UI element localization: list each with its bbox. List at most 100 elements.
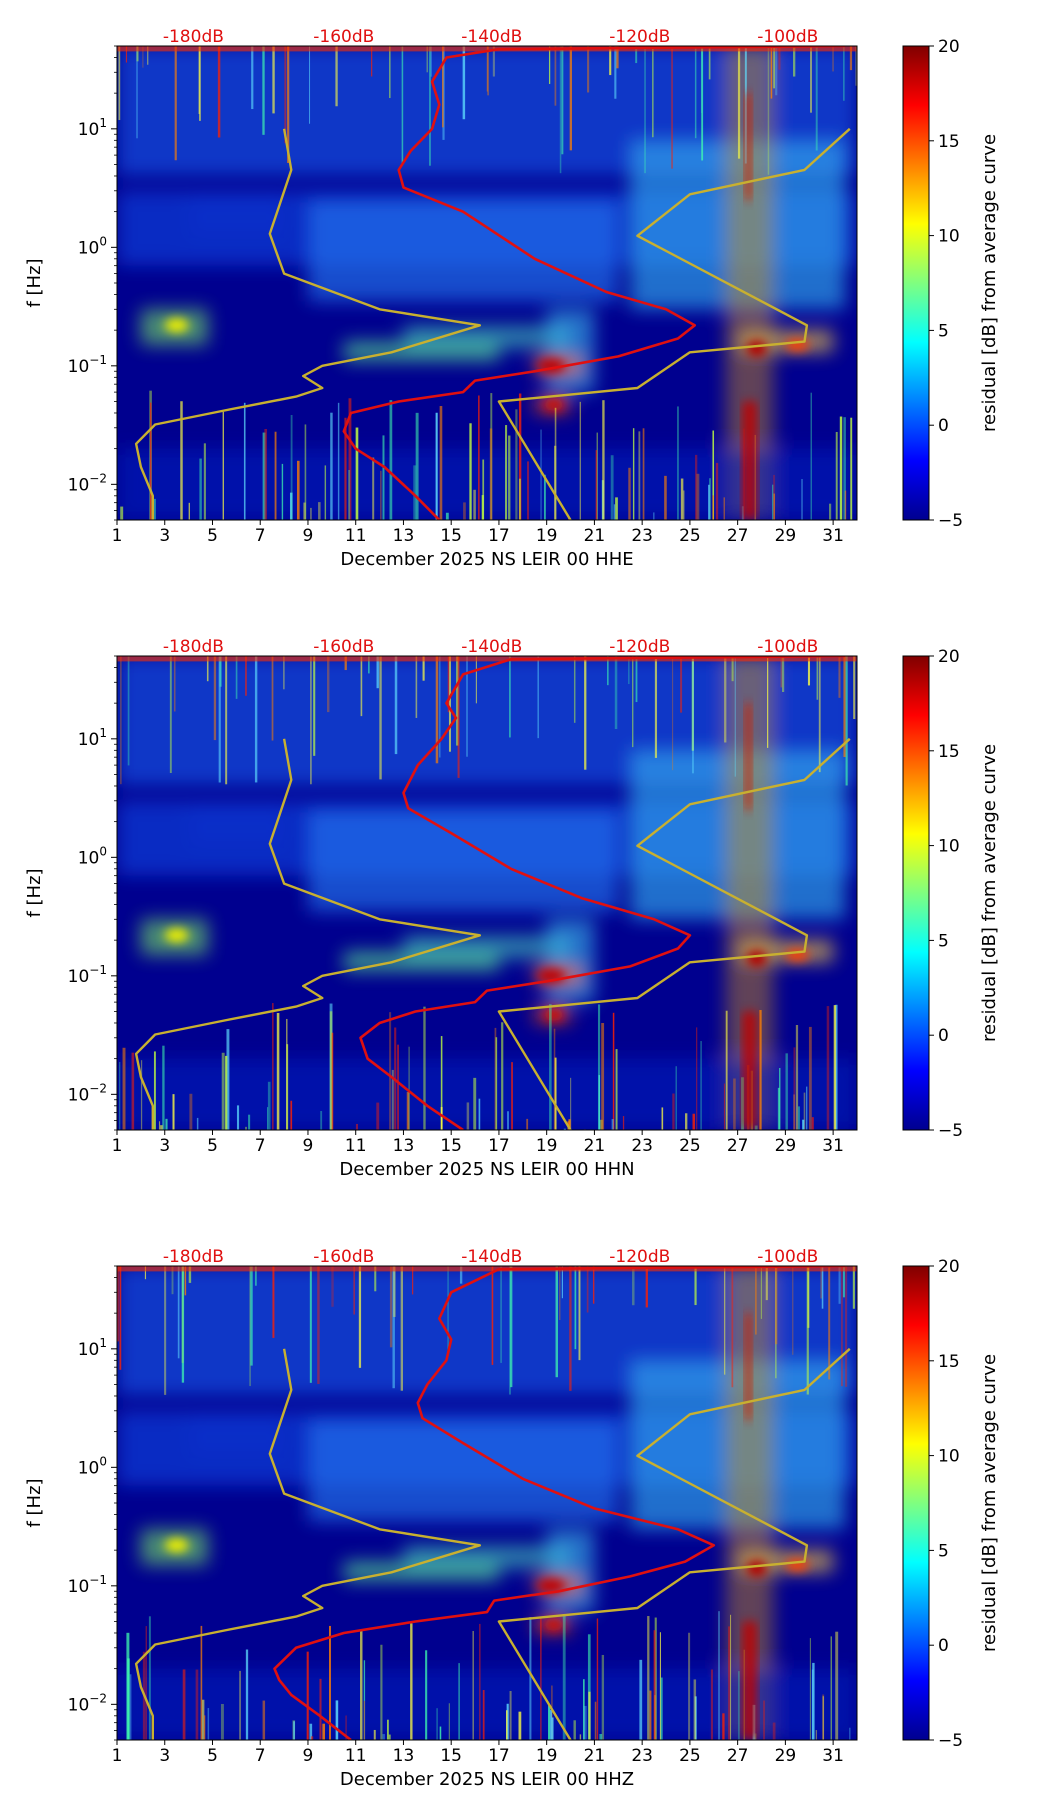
heatmap-streak <box>267 1081 271 1130</box>
heatmap-streak <box>335 1700 339 1740</box>
heatmap-column <box>744 703 752 811</box>
heatmap-streak <box>835 1631 839 1740</box>
heatmap-blob <box>546 309 595 393</box>
heatmap-streak <box>287 46 290 163</box>
heatmap-streak <box>773 46 776 89</box>
heatmap-streak <box>401 46 404 164</box>
heatmap-streak <box>573 1720 576 1740</box>
heatmap-streak <box>793 1094 795 1130</box>
heatmap-streak <box>708 46 711 80</box>
heatmap-streak <box>329 1625 331 1740</box>
heatmap-streak <box>199 458 202 520</box>
heatmap-streak <box>639 1659 643 1740</box>
x-tick-label: 27 <box>727 1136 749 1156</box>
heatmap-streak <box>337 402 340 520</box>
curves <box>134 656 851 1130</box>
top-db-label: -120dB <box>609 27 670 47</box>
colorbar-gradient <box>902 45 930 521</box>
top-db-label: -120dB <box>609 637 670 657</box>
heatmap-streak <box>506 1703 509 1740</box>
heatmap-streak <box>348 398 352 520</box>
heatmap-streak <box>355 427 359 520</box>
y-tick-label: 10−1 <box>68 353 107 377</box>
heatmap-streak <box>382 1734 385 1740</box>
heatmap-streak <box>236 1105 240 1130</box>
x-tick-label: 29 <box>775 1136 797 1156</box>
top-db-label: -160dB <box>313 637 374 657</box>
y-tick-label: 100 <box>78 844 107 868</box>
heatmap-streak <box>289 492 293 520</box>
x-tick-label: 1 <box>112 1136 123 1156</box>
heatmap-blob <box>546 919 595 1003</box>
heatmap-streak <box>695 454 698 520</box>
x-tick-label: 25 <box>679 1136 701 1156</box>
heatmap-streak <box>335 46 338 107</box>
heatmap-spot <box>164 928 189 943</box>
heatmap-streak <box>849 46 853 71</box>
heatmap-streak <box>286 1018 288 1130</box>
heatmap-streak <box>169 656 172 774</box>
heatmap-streak <box>561 46 564 155</box>
colorbar-label: residual [dB] from average curve <box>979 744 1000 1042</box>
heatmap-streak <box>730 1614 732 1740</box>
heatmap-streak <box>613 504 616 520</box>
x-tick-label: 9 <box>303 1746 314 1766</box>
heatmap-streak <box>778 46 781 70</box>
heatmap-streak <box>809 1638 811 1740</box>
heatmap-streak <box>274 431 277 520</box>
x-axis-label: December 2025 NS LEIR 00 HHE <box>340 549 633 570</box>
heatmap-spots <box>164 928 810 1021</box>
heatmap-streak <box>587 46 590 93</box>
heatmap-streak <box>506 1710 508 1740</box>
heatmap-streak <box>363 1660 366 1740</box>
heatmap-blobs <box>117 46 857 520</box>
colorbar-tick-label: 20 <box>938 37 960 57</box>
heatmap-streak <box>136 46 139 62</box>
heatmap-streak <box>245 656 247 696</box>
heatmap-streak <box>845 656 848 786</box>
x-tick-label: 17 <box>488 526 510 546</box>
heatmap-streak <box>320 1110 323 1130</box>
heatmap-streak <box>400 1266 404 1391</box>
heatmap-streak <box>397 1044 399 1130</box>
heatmap-streak <box>203 443 206 520</box>
heatmap-streak <box>207 1708 210 1740</box>
heatmap-streak <box>188 502 190 520</box>
heatmap-streak <box>615 497 618 520</box>
heatmap-streak <box>810 46 812 113</box>
heatmap-streak <box>855 46 857 86</box>
top-db-label: -180dB <box>163 1247 224 1267</box>
heatmap-streak <box>429 46 431 166</box>
heatmap-streak <box>773 493 775 520</box>
heatmap-streak <box>509 656 511 738</box>
heatmap-streak <box>718 1611 720 1740</box>
heatmap-streak <box>838 656 841 698</box>
heatmap-streak <box>553 1028 556 1130</box>
heatmap-streak <box>708 484 710 520</box>
heatmap-streak <box>573 656 576 723</box>
heatmap-streak <box>296 460 300 520</box>
heatmap-streak <box>724 1266 726 1375</box>
x-tick-label: 1 <box>112 1746 123 1766</box>
heatmap-streak <box>850 417 853 520</box>
heatmap-streak <box>388 1734 391 1740</box>
heatmap-streak <box>220 1703 224 1740</box>
heatmap-column <box>744 1313 752 1421</box>
heatmap-column <box>742 1011 757 1130</box>
model-curve-high <box>497 1347 851 1740</box>
curves <box>134 46 851 520</box>
heatmap-streak <box>664 475 667 520</box>
psd-curve <box>342 46 846 520</box>
heatmap-streak <box>500 1266 502 1363</box>
heatmap-streak <box>355 1123 358 1130</box>
heatmap-streak <box>839 416 843 520</box>
heatmap-streak <box>775 46 778 96</box>
heatmap-streak <box>271 656 274 741</box>
heatmap-streak <box>647 1616 650 1740</box>
heatmap-streak <box>140 1060 143 1130</box>
heatmap-streak <box>614 656 618 730</box>
heatmap-streak <box>363 1700 365 1740</box>
x-tick-label: 31 <box>822 1136 844 1156</box>
heatmap-streak <box>770 46 773 99</box>
